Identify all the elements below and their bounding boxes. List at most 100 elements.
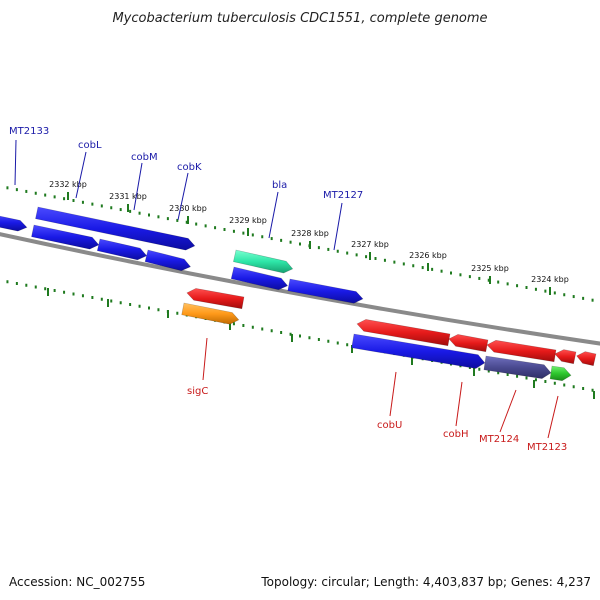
scale-track-dot: [478, 276, 481, 280]
outer-track-dot: [6, 280, 9, 284]
outer-track-tick: [533, 380, 535, 388]
scale-track-dot: [185, 220, 188, 224]
scale-track-dot: [468, 275, 471, 279]
outer-track-dot: [242, 324, 245, 327]
gene-cobU-fwd[interactable]: [351, 333, 486, 369]
gene-MT2133[interactable]: [0, 214, 28, 232]
gene-label-MT2124: MT2124: [479, 434, 519, 445]
outer-track-dot: [81, 294, 84, 298]
scale-track-dot: [53, 195, 56, 199]
scale-track-dot: [525, 286, 528, 289]
scale-track-dot: [270, 237, 273, 241]
gene-reverse-fragment[interactable]: [576, 351, 597, 367]
gene-slate[interactable]: [483, 355, 552, 379]
scale-track-dot: [516, 284, 519, 288]
outer-track-dot: [157, 308, 160, 312]
outer-track-dot: [506, 373, 509, 376]
gene-features: [0, 206, 597, 382]
scale-track-dot: [582, 296, 585, 300]
outer-track-dot: [100, 297, 103, 301]
scale-track-dot: [393, 260, 396, 264]
gene-cobM-a[interactable]: [31, 224, 100, 250]
scale-ticks: 2332 kbp 2331 kbp 2330 kbp 2329 kbp 2328 kbp…: [47, 180, 595, 399]
outer-track-tick: [473, 368, 475, 376]
gene-cobU[interactable]: [356, 319, 451, 347]
outer-track-dot: [534, 378, 537, 382]
scale-track-dot: [157, 215, 160, 219]
scale-track-dot: [232, 229, 235, 233]
gene-label-cobH: cobH: [443, 429, 468, 440]
scale-tick-mark: [549, 287, 551, 295]
scale-tick-mark: [489, 276, 491, 284]
outer-track-dot: [336, 341, 339, 345]
outer-track-tick: [411, 357, 413, 365]
outer-track-dot: [34, 285, 37, 289]
gene-green[interactable]: [549, 365, 572, 382]
gene-MT2124[interactable]: [486, 339, 557, 363]
scale-track-dot: [534, 287, 537, 291]
outer-track-tick: [47, 288, 49, 296]
map-title: Mycobacterium tuberculosis CDC1551, comp…: [112, 11, 487, 26]
gene-sigC[interactable]: [186, 288, 245, 310]
gene-cobH[interactable]: [448, 334, 489, 353]
gene-MT2123[interactable]: [554, 349, 577, 365]
gene-MT2128[interactable]: [230, 266, 289, 291]
gene-cobK[interactable]: [144, 249, 191, 272]
gene-label-MT2127: MT2127: [323, 190, 363, 201]
gene-cobL[interactable]: [35, 206, 196, 251]
gene-orange[interactable]: [181, 302, 240, 325]
scale-track-dot: [563, 293, 566, 297]
gene-label-cobM: cobM: [131, 152, 158, 163]
scale-track-dot: [440, 269, 443, 273]
outer-track-tick: [593, 391, 595, 399]
outer-track-dot: [289, 332, 292, 336]
scale-tick-label: 2326 kbp: [409, 251, 447, 260]
scale-track-dot: [544, 289, 547, 293]
scale-tick-mark: [309, 241, 311, 249]
dotted-tracks: [6, 186, 594, 392]
scale-tick-mark: [369, 252, 371, 260]
scale-track-dot: [166, 217, 169, 221]
outer-track-dot: [497, 371, 500, 375]
outer-track-dot: [280, 331, 283, 334]
scale-track-dot: [72, 199, 75, 202]
scale-track-dot: [34, 191, 37, 195]
scale-tick-mark: [427, 263, 429, 271]
scale-track-dot: [506, 282, 509, 286]
scale-track-dot: [204, 224, 207, 228]
scale-track-dot: [497, 280, 500, 284]
outer-track-dot: [44, 287, 47, 291]
gene-MT2127[interactable]: [287, 278, 364, 304]
outer-track-dot: [25, 283, 28, 287]
scale-track-dot: [81, 200, 84, 204]
outer-track-dot: [487, 369, 490, 373]
gene-label-MT2133: MT2133: [9, 126, 49, 137]
scale-track-dot: [138, 211, 141, 215]
scale-track-dot: [553, 291, 556, 295]
gene-cobM[interactable]: [96, 238, 148, 261]
outer-track-dot: [53, 289, 56, 292]
scale-tick-label: 2330 kbp: [169, 204, 207, 213]
scale-track-dot: [100, 204, 103, 208]
outer-track-dot: [63, 290, 66, 294]
outer-track-dot: [525, 376, 528, 380]
gene-bla[interactable]: [233, 249, 294, 274]
scale-track-dot: [431, 267, 434, 271]
outer-track-dot: [317, 338, 320, 341]
outer-track-dot: [148, 306, 150, 310]
scale-track-dot: [572, 295, 575, 299]
scale-track-dot: [25, 189, 28, 193]
scale-track-dot: [63, 197, 66, 201]
gene-label-MT2123: MT2123: [527, 442, 567, 453]
scale-tick-mark: [127, 204, 129, 212]
scale-track-dot: [355, 253, 358, 257]
scale-tick-label: 2331 kbp: [109, 192, 147, 201]
outer-track-dot: [251, 325, 254, 329]
scale-track-dot: [317, 246, 320, 250]
outer-track-dot: [346, 343, 349, 347]
gene-label-cobL: cobL: [78, 140, 102, 151]
gene-label-bla: bla: [272, 180, 287, 191]
scale-tick-mark: [67, 192, 69, 200]
accession-text: Accession: NC_002755: [9, 575, 145, 589]
outer-track-dot: [72, 292, 75, 296]
